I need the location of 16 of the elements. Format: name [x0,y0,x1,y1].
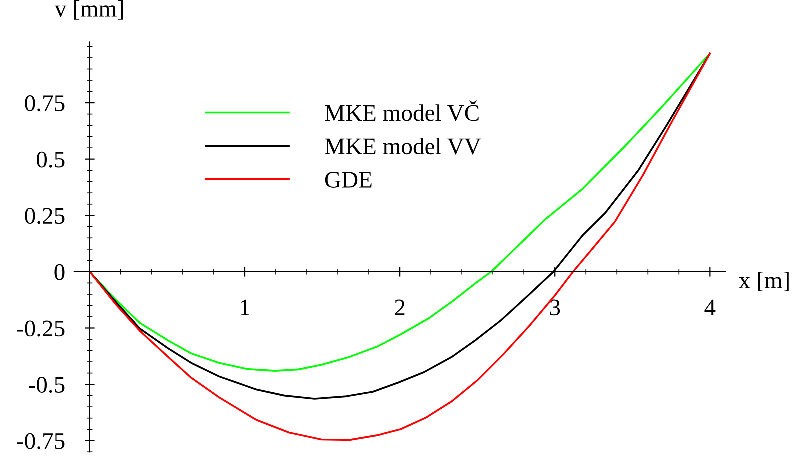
legend-label: MKE model VČ [325,100,479,122]
x-tick-label: 3 [550,300,560,316]
y-tick-label: 0.5 [37,152,65,168]
x-tick-label: 1 [241,300,250,316]
y-tick-label: 0.75 [25,96,65,112]
legend-label: MKE model VV [325,138,482,155]
x-tick-label: 2 [395,300,405,316]
y-tick-label: -0.75 [17,433,65,450]
x-axis-title: x [m] [739,272,789,292]
legend-label: GDE [325,172,372,188]
y-tick-label: 0.25 [25,208,65,224]
y-tick-label: -0.25 [17,320,65,337]
y-tick-label: -0.5 [29,377,65,394]
y-axis-title: v [mm] [54,0,124,20]
x-tick-label: 4 [704,300,716,316]
y-tick-label: 0 [54,264,65,280]
